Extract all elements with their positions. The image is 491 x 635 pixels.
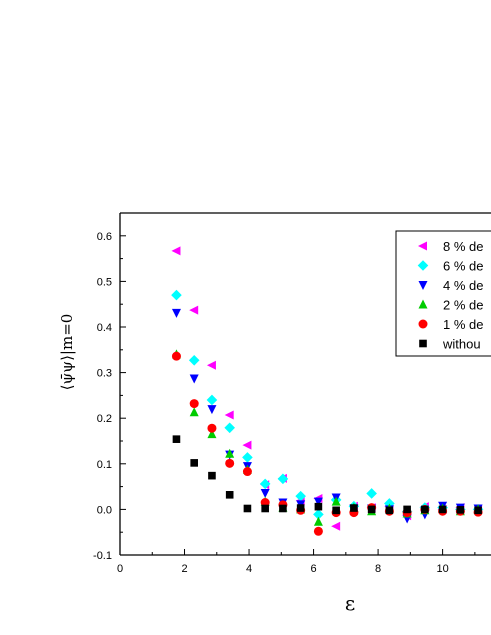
data-markers — [171, 246, 484, 536]
data-point — [277, 473, 289, 485]
data-point — [313, 516, 323, 526]
data-point — [206, 360, 216, 370]
legend-label: 2 % de — [443, 298, 483, 313]
y-axis-label: ⟨ψ̄ψ⟩|m=0 — [58, 314, 76, 391]
series-5 — [172, 435, 482, 515]
legend-box — [395, 230, 491, 357]
data-point — [243, 504, 252, 513]
data-point — [225, 491, 234, 499]
y-tick-label: -0.1 — [93, 550, 112, 562]
data-point — [224, 410, 234, 420]
data-point — [313, 509, 324, 520]
series-4 — [171, 351, 483, 536]
y-tick-label: 0.2 — [97, 413, 112, 425]
data-point — [259, 478, 271, 490]
data-point — [456, 506, 465, 514]
data-point — [385, 506, 394, 515]
x-axis-label: ε — [345, 591, 355, 615]
data-point — [171, 289, 182, 301]
data-point — [295, 490, 306, 502]
data-point — [313, 526, 323, 536]
data-point — [331, 521, 341, 531]
data-point — [279, 504, 287, 513]
x-tick-label: 0 — [117, 563, 123, 575]
y-tick-label: 0.1 — [97, 459, 112, 471]
data-point — [261, 504, 269, 513]
data-point — [242, 452, 253, 463]
y-tick-label: 0.5 — [97, 276, 112, 288]
data-point — [188, 354, 200, 366]
data-point — [403, 505, 411, 514]
data-point — [421, 505, 429, 514]
legend-label: 4 % de — [443, 278, 483, 293]
data-point — [172, 435, 181, 443]
legend-marker — [418, 241, 427, 251]
data-point — [207, 429, 217, 439]
legend: 8 % de 6 % de 4 % de 2 % de 1 % de withou — [395, 230, 491, 357]
legend-marker — [419, 339, 427, 348]
data-point — [384, 498, 395, 509]
x-tick-label: 8 — [375, 563, 381, 575]
data-point — [224, 422, 235, 434]
x-tick-label: 4 — [246, 563, 252, 575]
legend-label: 8 % de — [443, 239, 483, 254]
x-tick-label: 2 — [181, 563, 187, 575]
y-tick-label: 0.4 — [97, 322, 112, 334]
data-point — [171, 351, 181, 361]
data-point — [207, 405, 217, 415]
x-axis: 0 2 4 6 8 10 — [117, 549, 476, 575]
data-point — [206, 394, 218, 406]
legend-marker — [417, 260, 429, 271]
data-point — [314, 502, 323, 511]
data-point — [367, 505, 376, 514]
data-point — [189, 399, 199, 409]
data-point — [313, 497, 323, 507]
series-3 — [171, 349, 483, 526]
legend-label: 1 % de — [443, 317, 483, 332]
data-point — [189, 374, 199, 384]
data-point — [242, 467, 252, 477]
legend-label: withou — [442, 337, 481, 352]
data-point — [171, 308, 181, 318]
y-tick-label: 0.6 — [97, 231, 112, 243]
x-tick-label: 10 — [436, 563, 448, 575]
data-point — [189, 305, 199, 315]
legend-marker — [418, 319, 428, 329]
data-point — [225, 458, 235, 468]
legend-marker — [418, 281, 428, 290]
data-point — [332, 506, 340, 515]
y-tick-label: 0.3 — [97, 368, 112, 380]
data-point — [260, 488, 270, 498]
data-point — [366, 488, 377, 499]
y-tick-label: 0.0 — [97, 504, 112, 516]
data-point — [207, 423, 217, 433]
y-axis: -0.1 0.0 0.1 0.2 0.3 0.4 0.5 0.6 — [93, 212, 126, 562]
data-point — [296, 504, 305, 512]
data-point — [438, 505, 447, 514]
data-point — [171, 246, 181, 256]
data-point — [242, 440, 252, 450]
data-point — [350, 504, 358, 512]
legend-marker — [418, 299, 428, 309]
data-point — [331, 496, 341, 506]
plot-frame — [119, 212, 491, 556]
data-point — [208, 471, 216, 480]
data-point — [474, 506, 482, 515]
data-point — [189, 407, 199, 417]
data-point — [190, 459, 198, 467]
legend-label: 6 % de — [443, 259, 483, 274]
data-point — [225, 448, 235, 458]
x-tick-label: 6 — [311, 563, 317, 575]
